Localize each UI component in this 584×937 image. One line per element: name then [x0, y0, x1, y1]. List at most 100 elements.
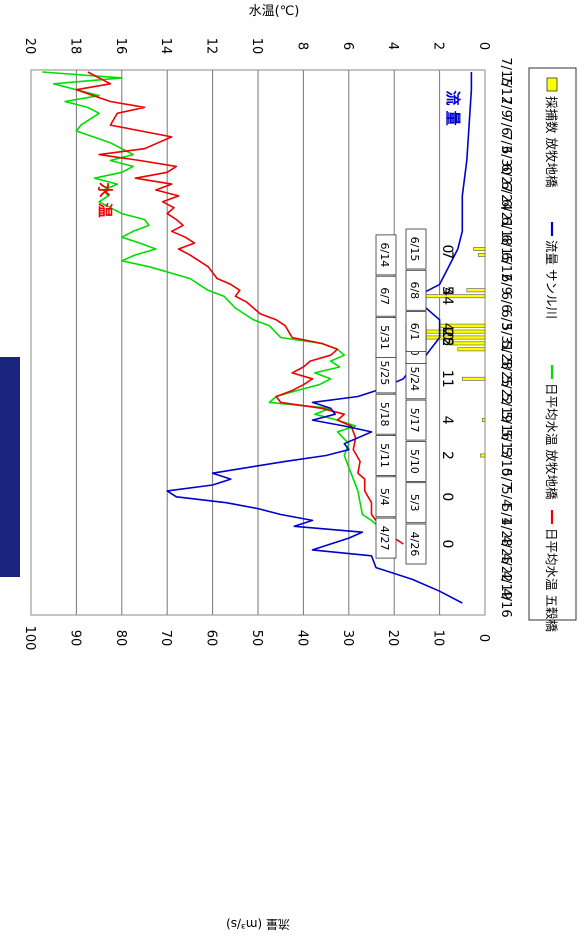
date-tick-label: 6/18	[498, 217, 513, 246]
date-box-frame	[405, 523, 427, 565]
date-box: 5/18	[375, 393, 397, 435]
catch-count-text: 25	[439, 329, 455, 347]
date-tick: 6/27	[498, 164, 513, 193]
date-box-label: 6/14	[378, 243, 391, 268]
date-tick: 6/12	[498, 252, 513, 281]
date-tick: 4/25	[498, 535, 513, 564]
date-tick: 7/9	[498, 97, 513, 118]
temp-tick: 14	[158, 38, 173, 55]
temp-tick: 8	[294, 42, 309, 50]
title-fragment	[0, 357, 20, 577]
temp-tick: 20	[22, 38, 37, 55]
date-box-label: 6/15	[408, 237, 421, 262]
catch-count-text: 4	[439, 416, 455, 425]
catch-count-text: 0	[439, 492, 455, 501]
catch-bars	[412, 247, 486, 458]
flow-tick: 70	[158, 630, 173, 647]
flow-tick-label: 40	[294, 630, 309, 647]
annotation-text: 水 温	[96, 182, 114, 217]
date-tick: 6/9	[498, 274, 513, 295]
temp-tick: 10	[249, 38, 264, 55]
legend-item: 採捕数 放牧地橋	[544, 77, 559, 188]
date-tick: 4/19	[498, 571, 513, 600]
date-box-frame	[375, 317, 397, 358]
date-box: 5/3	[405, 482, 427, 524]
date-tick-label: 7/9	[498, 97, 513, 118]
flow-tick-label: 100	[22, 626, 37, 651]
date-tick-label: 4/22	[498, 553, 513, 582]
date-box-label: 5/25	[378, 361, 391, 386]
date-box: 5/11	[375, 435, 397, 476]
date-tick-label: 5/13	[498, 429, 513, 458]
flow-tick-label: 80	[113, 630, 128, 647]
temp-tick-label: 4	[385, 42, 400, 50]
date-box-frame	[405, 482, 427, 524]
date-box-label: 5/11	[378, 443, 391, 468]
catch-count-text: 7	[439, 250, 455, 259]
temp-tick-label: 8	[294, 42, 309, 50]
temp-tick-label: 20	[22, 38, 37, 55]
date-tick: 5/4	[498, 486, 513, 507]
date-tick: 6/30	[498, 146, 513, 175]
flow-tick-label: 30	[340, 630, 355, 647]
date-box-frame	[375, 476, 397, 518]
temp-tick: 12	[204, 38, 219, 55]
date-tick: 6/21	[498, 199, 513, 228]
date-box: 5/4	[375, 476, 397, 518]
flow-tick-label: 20	[385, 630, 400, 647]
catch-bar	[461, 376, 486, 381]
flow-tick: 0	[476, 634, 491, 642]
date-box-label: 6/1	[408, 323, 421, 341]
catch-count-label: 2	[439, 451, 455, 460]
date-box-label: 5/18	[378, 402, 391, 427]
date-tick: 5/16	[498, 411, 513, 440]
catch-count-text: 2	[439, 451, 455, 460]
catch-count-text: 44	[439, 287, 455, 305]
legend-item: 流量 サンル川	[544, 222, 559, 319]
catch-count-text: 40	[439, 323, 455, 341]
legend-item: 日平均水温 五穀橋	[544, 510, 559, 632]
flow-tick-label: 10	[431, 630, 446, 647]
flow-tick-label: 60	[204, 630, 219, 647]
date-tick: 7/3	[498, 132, 513, 153]
legend-swatch	[546, 77, 558, 92]
temp-tick: 16	[113, 38, 128, 55]
date-tick-label: 6/24	[498, 181, 513, 210]
date-tick-label: 4/25	[498, 535, 513, 564]
date-tick-label: 6/27	[498, 164, 513, 193]
date-box-label: 6/8	[408, 281, 421, 299]
date-tick-label: 5/22	[498, 376, 513, 405]
flow-tick-label: 50	[249, 630, 264, 647]
date-tick-label: 4/16	[498, 588, 513, 617]
temp-tick: 4	[385, 42, 400, 50]
flow-axis-label: 流量 (m³/s)	[226, 917, 290, 931]
date-box-frame	[375, 517, 397, 559]
date-box: 4/26	[405, 523, 427, 565]
date-tick: 6/18	[498, 217, 513, 246]
flow-tick: 50	[249, 630, 264, 647]
grid	[75, 70, 441, 615]
temp-tick: 6	[340, 42, 355, 50]
date-tick: 5/19	[498, 394, 513, 423]
temp-tick-labels: 0 2 4 6 8 10 12 14 16 18 20	[22, 38, 491, 55]
date-tick: 6/3	[498, 309, 513, 330]
date-tick-label: 5/25	[498, 358, 513, 387]
date-box-label: 5/24	[408, 366, 421, 391]
catch-count-text: 22	[439, 329, 455, 347]
date-tick-label: 6/30	[498, 146, 513, 175]
catch-count-label: 7	[439, 250, 455, 259]
date-box-label: 5/4	[378, 488, 391, 506]
date-box: 5/24	[405, 358, 427, 400]
flow-tick-labels: 0 10 20 30 40 50 60 70 80 90 100	[22, 626, 491, 651]
catch-count-label: 4	[439, 416, 455, 425]
date-tick-label: 7/3	[498, 132, 513, 153]
date-box-label: 5/17	[408, 408, 421, 433]
flow-tick-label: 0	[476, 634, 491, 642]
date-tick-label: 7/6	[498, 115, 513, 136]
date-box-frame	[375, 234, 397, 276]
date-box: 5/25	[375, 352, 397, 394]
catch-count-label: 5	[439, 286, 455, 295]
date-tick: 4/28	[498, 518, 513, 547]
date-tick-label: 5/19	[498, 394, 513, 423]
flow-tick-label: 90	[67, 630, 82, 647]
